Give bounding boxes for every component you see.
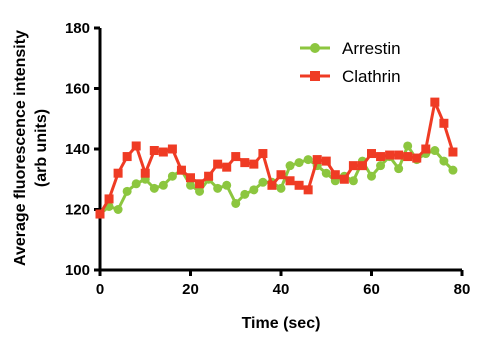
series-clathrin-point xyxy=(122,152,132,162)
series-clathrin-point xyxy=(267,180,277,190)
legend-arrestin-label: Arrestin xyxy=(342,39,401,58)
series-clathrin-point xyxy=(222,162,232,172)
series-arrestin-point xyxy=(195,186,205,196)
x-tick-label: 0 xyxy=(96,281,104,298)
series-clathrin-point xyxy=(240,158,250,168)
y-tick-label: 140 xyxy=(65,141,90,158)
legend-arrestin-marker xyxy=(310,43,320,53)
series-clathrin-point xyxy=(439,118,449,128)
series-arrestin-point xyxy=(231,198,241,208)
series-clathrin-point xyxy=(158,147,168,157)
y-axis-title-line2: (arb units) xyxy=(33,109,50,187)
series-arrestin-point xyxy=(158,180,168,190)
x-tick-label: 60 xyxy=(363,281,380,298)
x-tick-label: 80 xyxy=(454,281,471,298)
series-clathrin-point xyxy=(195,179,205,189)
series-clathrin-line xyxy=(98,100,455,215)
series-clathrin-point xyxy=(412,153,422,163)
series-clathrin-point xyxy=(149,146,159,156)
series-clathrin-point xyxy=(394,150,404,160)
series-arrestin-point xyxy=(439,156,449,166)
series-clathrin-point xyxy=(176,165,186,175)
chart-legend: Arrestin Clathrin xyxy=(300,39,401,86)
series-arrestin-point xyxy=(394,164,404,174)
series-arrestin-point xyxy=(321,168,331,178)
series-arrestin-point xyxy=(258,177,268,187)
series-clathrin-point xyxy=(213,159,223,169)
series-arrestin-line xyxy=(99,144,455,216)
series-clathrin-point xyxy=(430,97,440,107)
series-arrestin-point xyxy=(213,183,223,193)
series-clathrin-point xyxy=(294,180,304,190)
series-clathrin-point xyxy=(339,174,349,184)
series-arrestin-point xyxy=(149,183,159,193)
series-clathrin-point xyxy=(258,149,268,159)
series-arrestin-point xyxy=(122,186,132,196)
series-arrestin-point xyxy=(276,183,286,193)
series-clathrin-point xyxy=(385,150,395,160)
x-tick-label: 40 xyxy=(273,281,290,298)
y-axis-title-line1: Average fluorescence intensity xyxy=(12,30,29,266)
series-clathrin-point xyxy=(357,161,367,171)
series-clathrin-point xyxy=(104,194,114,204)
series-clathrin-point xyxy=(186,173,195,183)
series-clathrin-point xyxy=(167,144,177,154)
series-clathrin-point xyxy=(204,171,214,181)
series-clathrin-point xyxy=(376,152,386,162)
series-clathrin xyxy=(95,97,458,219)
series-arrestin-point xyxy=(448,165,458,175)
series-clathrin-point xyxy=(303,185,313,195)
series-clathrin-point xyxy=(113,168,123,178)
series-arrestin-point xyxy=(113,205,123,214)
series-clathrin-point xyxy=(421,144,431,154)
y-tick-label: 100 xyxy=(65,262,90,279)
y-tick-label: 160 xyxy=(65,81,90,98)
series-arrestin-point xyxy=(403,141,413,151)
series-arrestin-point xyxy=(186,180,195,190)
series-clathrin-point xyxy=(448,147,458,157)
series-layer xyxy=(95,97,458,219)
series-clathrin-point xyxy=(249,159,259,169)
series-arrestin-point xyxy=(222,180,232,190)
series-arrestin-point xyxy=(167,171,177,181)
legend-clathrin-marker xyxy=(310,71,320,81)
series-arrestin-point xyxy=(131,179,141,189)
series-clathrin-point xyxy=(140,168,150,178)
series-arrestin-point xyxy=(294,158,304,168)
series-clathrin-point xyxy=(348,161,358,171)
series-clathrin-point xyxy=(330,170,340,180)
series-clathrin-point xyxy=(276,170,286,180)
series-clathrin-point xyxy=(231,152,241,162)
series-arrestin-point xyxy=(303,155,313,165)
series-clathrin-point xyxy=(95,209,105,219)
y-tick-label: 120 xyxy=(65,202,90,219)
axis-ticks: 100 120 140 160 180 0 20 40 60 80 xyxy=(65,20,470,298)
series-clathrin-point xyxy=(131,141,141,151)
series-clathrin-point xyxy=(321,156,331,166)
series-arrestin-point xyxy=(249,185,259,195)
x-axis-title: Time (sec) xyxy=(242,315,321,332)
series-arrestin-point xyxy=(240,189,250,199)
series-clathrin-point xyxy=(312,155,322,165)
x-tick-label: 20 xyxy=(182,281,199,298)
legend-clathrin-label: Clathrin xyxy=(342,67,401,86)
series-arrestin-point xyxy=(348,176,358,186)
series-clathrin-point xyxy=(403,152,413,162)
series-arrestin-point xyxy=(367,171,376,181)
series-clathrin-point xyxy=(367,149,376,159)
y-tick-label: 180 xyxy=(65,20,90,37)
series-arrestin-point xyxy=(285,161,295,171)
series-clathrin-point xyxy=(285,176,295,186)
series-arrestin-point xyxy=(430,146,440,156)
series-arrestin-point xyxy=(376,161,386,171)
